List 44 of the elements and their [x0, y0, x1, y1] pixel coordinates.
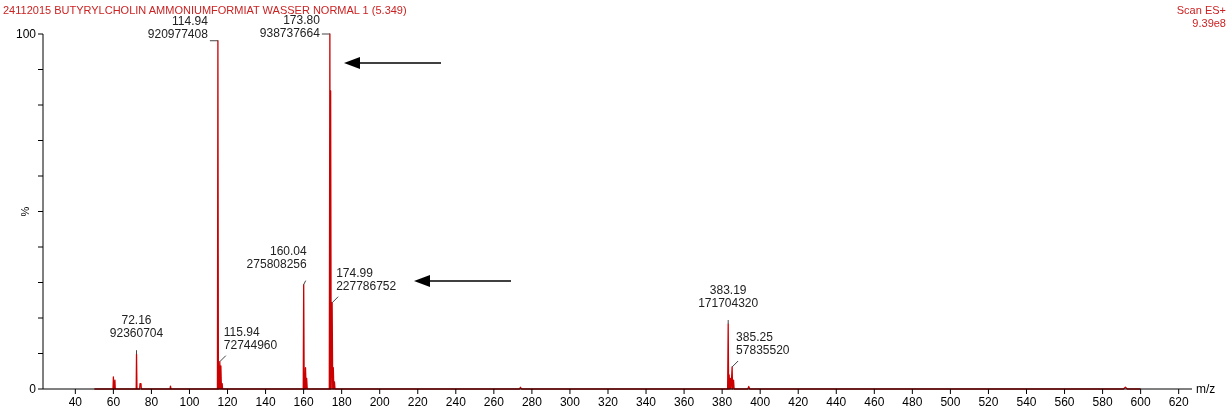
x-tick-label: 560: [1054, 395, 1075, 409]
x-tick-label: 100: [179, 395, 200, 409]
annotation: 383.19 171704320: [698, 283, 759, 311]
x-tick-label: 300: [559, 395, 581, 409]
annotation: 173.80 938737664: [259, 13, 321, 40]
x-tick-label: 200: [369, 395, 391, 409]
text: 9.39e8: [1192, 17, 1226, 29]
x-tick-label: 260: [483, 395, 505, 409]
chart-title: 24112015 BUTYRYLCHOLIN AMMONIUMFORMIAT WASSER NORMAL 1 (5.349): [3, 4, 407, 16]
x-tick-label: 520: [978, 395, 999, 409]
x-tick-label: 120: [217, 395, 238, 409]
annotation: 72.16 92360704: [109, 313, 164, 341]
x-tick-label: 80: [144, 395, 159, 409]
x-tick-label: 360: [674, 395, 695, 409]
y-axis-title: %: [19, 206, 31, 217]
x-tick-label: 440: [826, 395, 847, 409]
x-tick-label: 340: [636, 395, 657, 409]
annotation: 174.99 227786752: [336, 265, 397, 293]
x-tick-label: 480: [902, 395, 923, 409]
x-tick-label: 40: [68, 395, 83, 409]
x-tick-label: 600: [1130, 395, 1151, 409]
x-tick-label: 180: [331, 395, 352, 409]
annotation: 114.94 920977408: [147, 13, 209, 41]
x-tick-label: 240: [445, 395, 467, 409]
x-axis-title: m/z: [1196, 382, 1216, 396]
x-tick-label: 460: [864, 395, 885, 409]
x-tick-label: 320: [597, 395, 619, 409]
x-tick-label: 280: [521, 395, 543, 409]
annotation: 385.25 57835520: [736, 329, 790, 357]
x-tick-label: 540: [1016, 395, 1037, 409]
x-tick-label: 220: [407, 395, 429, 409]
x-tick-label: 580: [1092, 395, 1113, 409]
x-tick-label: 160: [293, 395, 314, 409]
x-tick-label: 400: [750, 395, 771, 409]
x-tick-label: 380: [712, 395, 733, 409]
x-tick-label: 140: [255, 395, 276, 409]
x-tick-label: 620: [1168, 395, 1190, 409]
y-tick-label: 0: [29, 382, 37, 396]
annotation: 160.04 275808256: [246, 243, 308, 271]
annotation: 115.94 72744960: [223, 324, 278, 352]
x-tick-label: 60: [106, 395, 121, 409]
x-tick-label: 500: [940, 395, 961, 409]
x-tick-label: 420: [788, 395, 809, 409]
chart-subtitle: Scan ES+: [1176, 4, 1226, 16]
